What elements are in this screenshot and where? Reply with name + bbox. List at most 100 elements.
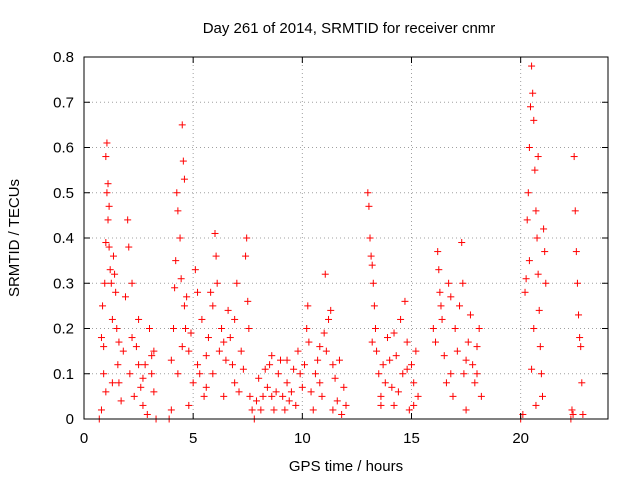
- data-point: [390, 329, 398, 337]
- data-point: [340, 383, 348, 391]
- data-point: [218, 325, 226, 332]
- data-point: [451, 325, 459, 332]
- data-point: [322, 347, 330, 355]
- data-point: [180, 175, 188, 183]
- data-point: [220, 338, 228, 346]
- data-point: [119, 347, 127, 355]
- data-point: [370, 302, 378, 310]
- data-point: [445, 279, 453, 287]
- data-point: [304, 302, 312, 310]
- data-point: [194, 288, 202, 296]
- x-tick-label: 0: [80, 430, 88, 447]
- data-point: [383, 334, 391, 342]
- data-point: [213, 279, 221, 287]
- x-tick-label: 5: [189, 430, 197, 447]
- data-point: [447, 293, 455, 301]
- data-point: [466, 311, 474, 319]
- data-point: [252, 397, 260, 405]
- data-point: [285, 397, 293, 405]
- data-point: [386, 356, 394, 364]
- data-point: [261, 365, 269, 373]
- data-point: [242, 252, 250, 260]
- data-point: [226, 334, 234, 342]
- data-point: [202, 352, 210, 360]
- data-point: [456, 302, 464, 310]
- data-point: [388, 383, 396, 391]
- data-point: [283, 356, 291, 364]
- data-point: [524, 189, 532, 197]
- data-point: [245, 325, 253, 332]
- data-point: [477, 392, 485, 400]
- data-point: [399, 370, 407, 378]
- x-tick-label: 10: [294, 430, 311, 447]
- y-axis-title: SRMTID / TECUs: [6, 179, 23, 297]
- data-point: [390, 401, 398, 409]
- data-point: [436, 288, 444, 296]
- data-point: [311, 370, 319, 378]
- data-point: [325, 315, 333, 323]
- data-point: [335, 356, 343, 364]
- data-point: [533, 234, 541, 242]
- data-point: [542, 279, 550, 287]
- data-point: [525, 144, 533, 151]
- data-point: [577, 343, 585, 351]
- data-point: [539, 392, 546, 400]
- data-point: [176, 234, 184, 242]
- y-tick-label: 0.3: [53, 275, 74, 292]
- data-point: [189, 379, 197, 387]
- data-point: [200, 392, 208, 400]
- data-point: [475, 325, 483, 332]
- data-point: [107, 279, 115, 287]
- data-point: [257, 406, 265, 414]
- x-tick-label: 20: [512, 430, 529, 447]
- data-point: [125, 243, 133, 251]
- data-point: [394, 388, 402, 396]
- data-point: [462, 356, 470, 364]
- data-point: [207, 288, 215, 296]
- data-point: [579, 410, 587, 418]
- data-point: [220, 392, 228, 400]
- data-point: [121, 293, 129, 301]
- data-point: [534, 153, 542, 161]
- data-point: [327, 306, 335, 314]
- data-point: [338, 410, 346, 418]
- data-point: [403, 338, 411, 346]
- data-point: [235, 388, 243, 396]
- data-points: [95, 62, 587, 423]
- data-point: [449, 392, 457, 400]
- data-point: [294, 347, 302, 355]
- data-point: [568, 406, 576, 414]
- data-point: [410, 401, 418, 409]
- data-point: [103, 139, 111, 147]
- data-point: [268, 352, 276, 360]
- data-point: [237, 347, 245, 355]
- data-point: [106, 266, 114, 274]
- data-point: [316, 343, 324, 351]
- data-point: [204, 334, 212, 342]
- data-point: [141, 361, 149, 369]
- data-point: [279, 392, 287, 400]
- data-point: [529, 89, 537, 97]
- data-point: [540, 225, 548, 233]
- data-point: [202, 383, 210, 391]
- x-tick-label: 15: [403, 430, 420, 447]
- data-point: [369, 279, 377, 287]
- data-point: [126, 370, 134, 378]
- data-point: [331, 374, 339, 382]
- data-point: [112, 288, 120, 296]
- data-point: [522, 275, 530, 283]
- data-point: [329, 361, 337, 369]
- data-point: [105, 202, 113, 210]
- data-point: [109, 252, 117, 260]
- data-point: [464, 338, 472, 346]
- data-point: [222, 356, 230, 364]
- data-point: [368, 338, 376, 346]
- data-point: [185, 401, 193, 409]
- data-point: [303, 325, 311, 332]
- data-point: [364, 189, 372, 197]
- data-point: [179, 157, 187, 165]
- data-point: [379, 361, 387, 369]
- data-point: [437, 302, 445, 310]
- data-point: [298, 383, 306, 391]
